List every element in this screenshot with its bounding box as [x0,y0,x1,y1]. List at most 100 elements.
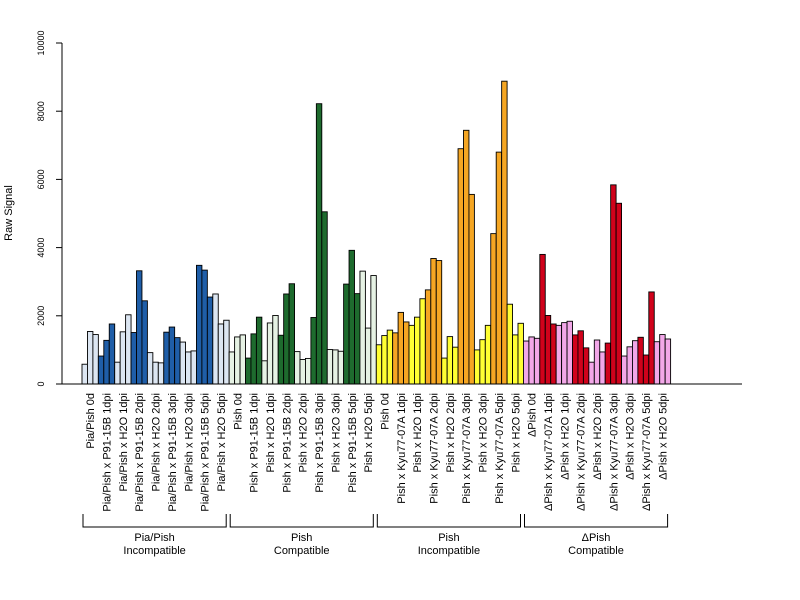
x-tick-label: Pish x Kyu77-07A 2dpi [429,393,441,504]
bar [277,334,285,385]
bar [653,341,661,385]
x-tick-label: ΔPish 0d [527,393,539,437]
bar [659,334,666,385]
group-label: Compatible [274,545,330,557]
bar [419,298,426,385]
bar [495,151,503,385]
x-tick-label: Pia/Pish x H2O 2dpi [151,393,163,491]
bar [283,293,290,385]
bar [555,324,563,385]
bar [566,320,573,385]
bar [414,316,421,385]
bar [512,334,519,385]
bar [473,349,481,385]
x-tick-label: Pish x H2O 5dpi [363,393,375,472]
bar [561,322,568,385]
x-tick-label: ΔPish x H2O 3dpi [625,393,637,480]
bar [463,129,470,385]
x-tick-label: Pish x H2O 2dpi [445,393,457,472]
bar [588,361,595,385]
x-tick-label: Pish x H2O 2dpi [298,393,310,472]
bar [130,332,137,385]
bar [446,336,454,385]
x-tick-label: ΔPish x Kyu77-07A 2dpi [576,393,588,511]
group-label: Pia/Pish [134,532,174,544]
y-tick-label: 2000 [36,306,46,326]
bar [408,324,415,385]
y-tick-label: 0 [36,381,46,386]
bar [397,311,405,385]
x-tick-label: ΔPish x H2O 5dpi [657,393,669,480]
bar [234,336,241,385]
bar [364,327,372,385]
y-axis: 0 2000 4000 6000 8000 10000 [36,30,63,387]
bar [615,202,622,385]
bar [152,361,159,385]
x-tick-label: Pish x Kyu77-07A 1dpi [396,393,408,504]
bar [92,334,99,385]
bar [479,339,486,385]
bar [157,362,165,385]
x-tick-label: Pish x Kyu77-07A 5dpi [494,393,506,504]
x-tick-label: Pish x P91-15B 1dpi [249,393,261,493]
bar [326,349,334,385]
x-tick-label: Pish x Kyu77-07A 3dpi [461,393,473,504]
bar [337,350,345,385]
bar [332,349,339,385]
y-tick-label: 8000 [36,101,46,121]
bar [490,233,497,385]
bar [577,330,584,385]
bar [582,347,590,385]
group-label: Pish [438,532,459,544]
x-tick-label: Pish x P91-15B 2dpi [281,393,293,493]
bar [348,249,355,385]
bar [572,334,579,385]
bar [146,352,154,385]
x-tick-label: Pia/Pish x P91-15B 2dpi [134,393,146,512]
bar [544,315,552,385]
bar [452,346,459,385]
bar [310,317,317,385]
group-label: Incompatible [123,545,185,557]
bar [610,184,617,385]
bar [190,350,197,385]
x-tick-label: Pish x H2O 1dpi [412,393,424,472]
bar [305,357,312,385]
bar [212,293,219,385]
x-tick-label: Pish 0d [379,393,391,430]
bar [206,296,214,385]
bar [228,351,236,385]
x-tick-label: Pia/Pish x P91-15B 3dpi [167,393,179,512]
x-tick-label: Pish x P91-15B 5dpi [347,393,359,493]
bar [424,289,432,385]
bar [664,338,672,385]
x-tick-label: Pish 0d [232,393,244,430]
x-tick-label: ΔPish x H2O 1dpi [559,393,571,480]
bar [642,354,650,385]
bar [168,326,176,385]
group-label: ΔPish [582,532,611,544]
x-tick-label: ΔPish x Kyu77-07A 5dpi [641,393,653,511]
group-label: Compatible [568,545,624,557]
bar [217,323,225,385]
bar [163,331,170,385]
bar [632,340,639,385]
x-tick-label: Pish x P91-15B 3dpi [314,393,326,493]
bar [484,324,492,385]
bar [430,258,437,385]
x-tick-label: Pish x H2O 1dpi [265,393,277,472]
bar [441,357,448,385]
bar [103,339,110,385]
bar [223,319,230,385]
bar [604,342,612,385]
bar [359,270,366,385]
bar [621,355,628,385]
bar [533,337,541,385]
plot-area [81,80,672,385]
bar [261,360,268,385]
group-label: Incompatible [418,545,480,557]
bar [381,335,388,385]
bar [97,355,105,385]
group-bracket [376,514,521,528]
